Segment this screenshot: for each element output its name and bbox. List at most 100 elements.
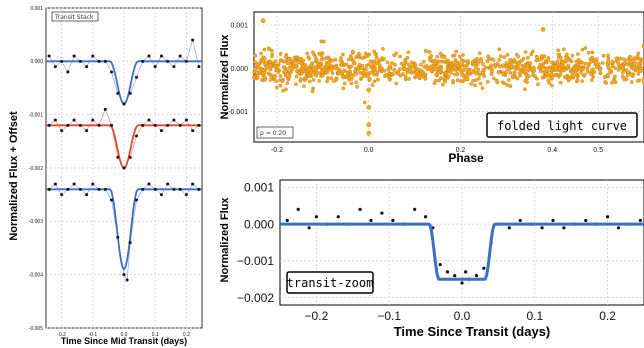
data-point: [623, 60, 628, 65]
data-point: [275, 68, 280, 73]
data-point: [606, 215, 610, 219]
data-point: [349, 81, 354, 86]
data-point: [380, 211, 384, 215]
data-point: [590, 50, 595, 55]
data-point: [268, 59, 273, 64]
data-point: [259, 51, 263, 56]
data-point: [454, 68, 458, 73]
data-point: [455, 78, 460, 83]
data-point: [287, 74, 292, 79]
data-point: [314, 215, 318, 219]
data-point: [393, 62, 397, 67]
data-point: [387, 64, 392, 69]
data-point: [433, 78, 438, 83]
data-point: [159, 54, 163, 58]
data-point: [461, 53, 465, 57]
data-point: [269, 72, 273, 77]
data-point: [457, 54, 462, 59]
data-point: [422, 59, 426, 64]
data-point: [464, 270, 468, 274]
data-point: [359, 76, 364, 81]
y-axis-label: Normalized Flux: [219, 34, 231, 120]
data-point: [558, 80, 563, 85]
data-point: [443, 76, 447, 81]
data-point: [437, 78, 441, 83]
data-point: [477, 76, 481, 81]
data-point: [424, 215, 428, 219]
data-point: [346, 57, 351, 62]
x-tick-label: -0.2: [271, 147, 283, 154]
data-point: [141, 123, 145, 127]
data-point: [491, 76, 496, 80]
data-point: [478, 73, 482, 77]
x-tick-label: 0.2: [183, 332, 190, 338]
data-point: [370, 83, 375, 87]
data-point: [373, 52, 377, 56]
data-point: [555, 59, 560, 64]
data-point: [446, 74, 451, 79]
data-point: [495, 61, 500, 66]
data-point: [600, 61, 605, 65]
data-point: [311, 78, 316, 82]
data-point: [608, 69, 612, 74]
data-point: [394, 51, 399, 56]
data-point: [445, 270, 450, 274]
data-point: [518, 67, 522, 72]
data-point: [128, 91, 132, 95]
data-point: [339, 56, 343, 60]
data-point: [429, 64, 434, 69]
data-point: [60, 59, 64, 63]
data-point: [505, 83, 509, 87]
data-point: [560, 60, 565, 64]
data-point: [439, 76, 443, 80]
data-point: [503, 73, 508, 78]
data-point: [409, 69, 414, 73]
y-tick-label: -0.004: [29, 272, 43, 278]
data-point: [542, 65, 546, 70]
data-point: [289, 58, 294, 63]
data-point: [381, 47, 385, 51]
data-point: [366, 104, 372, 110]
ticks: -0.2 0.0 0.2 0.4 0.5 0.001 0.000 -0.001: [228, 22, 603, 154]
data-point: [438, 262, 442, 267]
data-point: [191, 38, 195, 42]
x-tick-label: 0.2: [599, 309, 616, 323]
data-point: [491, 58, 496, 62]
data-point: [197, 187, 201, 191]
data-point: [476, 61, 480, 66]
data-point: [613, 66, 617, 70]
data-point: [325, 79, 329, 84]
data-point: [307, 226, 311, 230]
data-point: [454, 49, 459, 54]
data-point: [356, 67, 360, 72]
y-tick-label: 0.001: [230, 22, 248, 29]
data-point: [562, 226, 566, 230]
data-point: [363, 51, 368, 56]
data-point: [280, 79, 285, 83]
data-point: [319, 39, 324, 44]
data-point: [330, 58, 335, 63]
data-point: [329, 76, 334, 81]
data-point: [523, 79, 527, 83]
data-point: [128, 155, 132, 159]
x-tick-label: 0.0: [454, 309, 471, 323]
data-point: [302, 84, 306, 88]
data-point: [72, 182, 76, 186]
data-point: [298, 77, 303, 81]
data-point: [546, 78, 551, 82]
data-point: [85, 65, 89, 69]
data-point: [562, 68, 566, 73]
data-point: [110, 123, 114, 127]
data-point: [628, 60, 633, 65]
data-point: [505, 53, 510, 57]
data-point: [431, 59, 436, 64]
data-point: [439, 59, 444, 64]
data-point: [567, 77, 571, 82]
data-point: [387, 78, 392, 82]
data-point: [628, 54, 632, 59]
y-tick-label: 0.000: [230, 66, 248, 73]
data-point: [310, 89, 315, 94]
data-point: [460, 281, 464, 285]
data-point: [72, 54, 76, 58]
data-point: [481, 62, 485, 67]
